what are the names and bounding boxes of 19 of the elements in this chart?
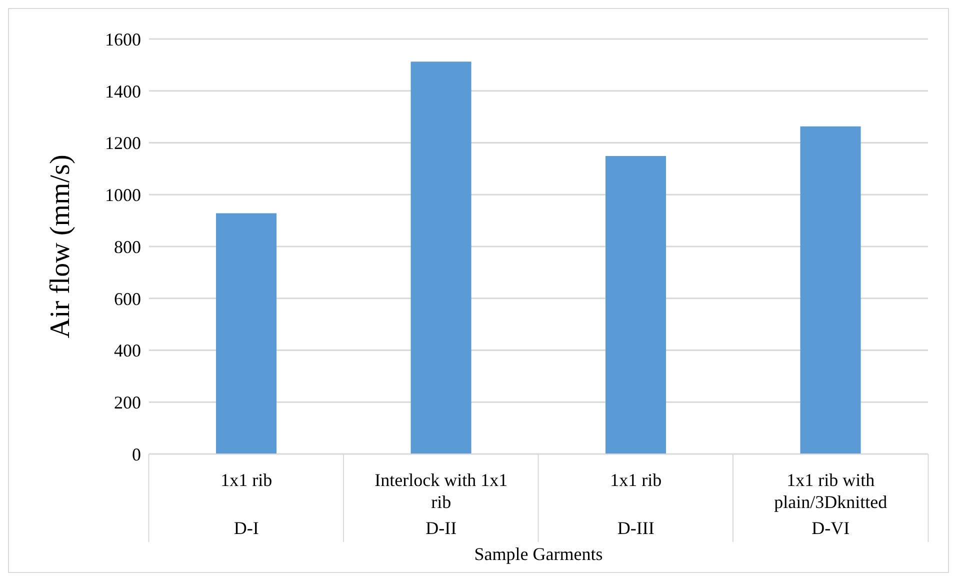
y-tick-label: 1000	[105, 185, 141, 206]
bar	[800, 126, 861, 454]
bar	[606, 156, 666, 454]
y-tick-label: 1400	[105, 81, 141, 102]
x-axis-title: Sample Garments	[474, 544, 603, 564]
y-tick-label: 1600	[105, 29, 141, 50]
category-label: 1x1 rib D-III	[610, 470, 662, 538]
y-tick-label: 1200	[105, 133, 141, 154]
bar	[410, 62, 472, 454]
y-tick-label: 200	[114, 392, 141, 413]
y-tick-label: 800	[114, 236, 141, 257]
y-axis-title: Air flow (mm/s)	[44, 154, 76, 338]
x-tick-label: Interlock with 1x1 rib D-II	[374, 470, 508, 538]
y-tick-label: 600	[114, 288, 141, 309]
category-label: 1x1 rib D-I	[220, 470, 272, 538]
bar	[216, 213, 277, 454]
y-tick-label: 0	[132, 444, 141, 464]
x-tick-label: 1x1 rib with plain/3Dknitted D-VI	[774, 470, 888, 538]
y-tick-label: 400	[114, 340, 141, 361]
